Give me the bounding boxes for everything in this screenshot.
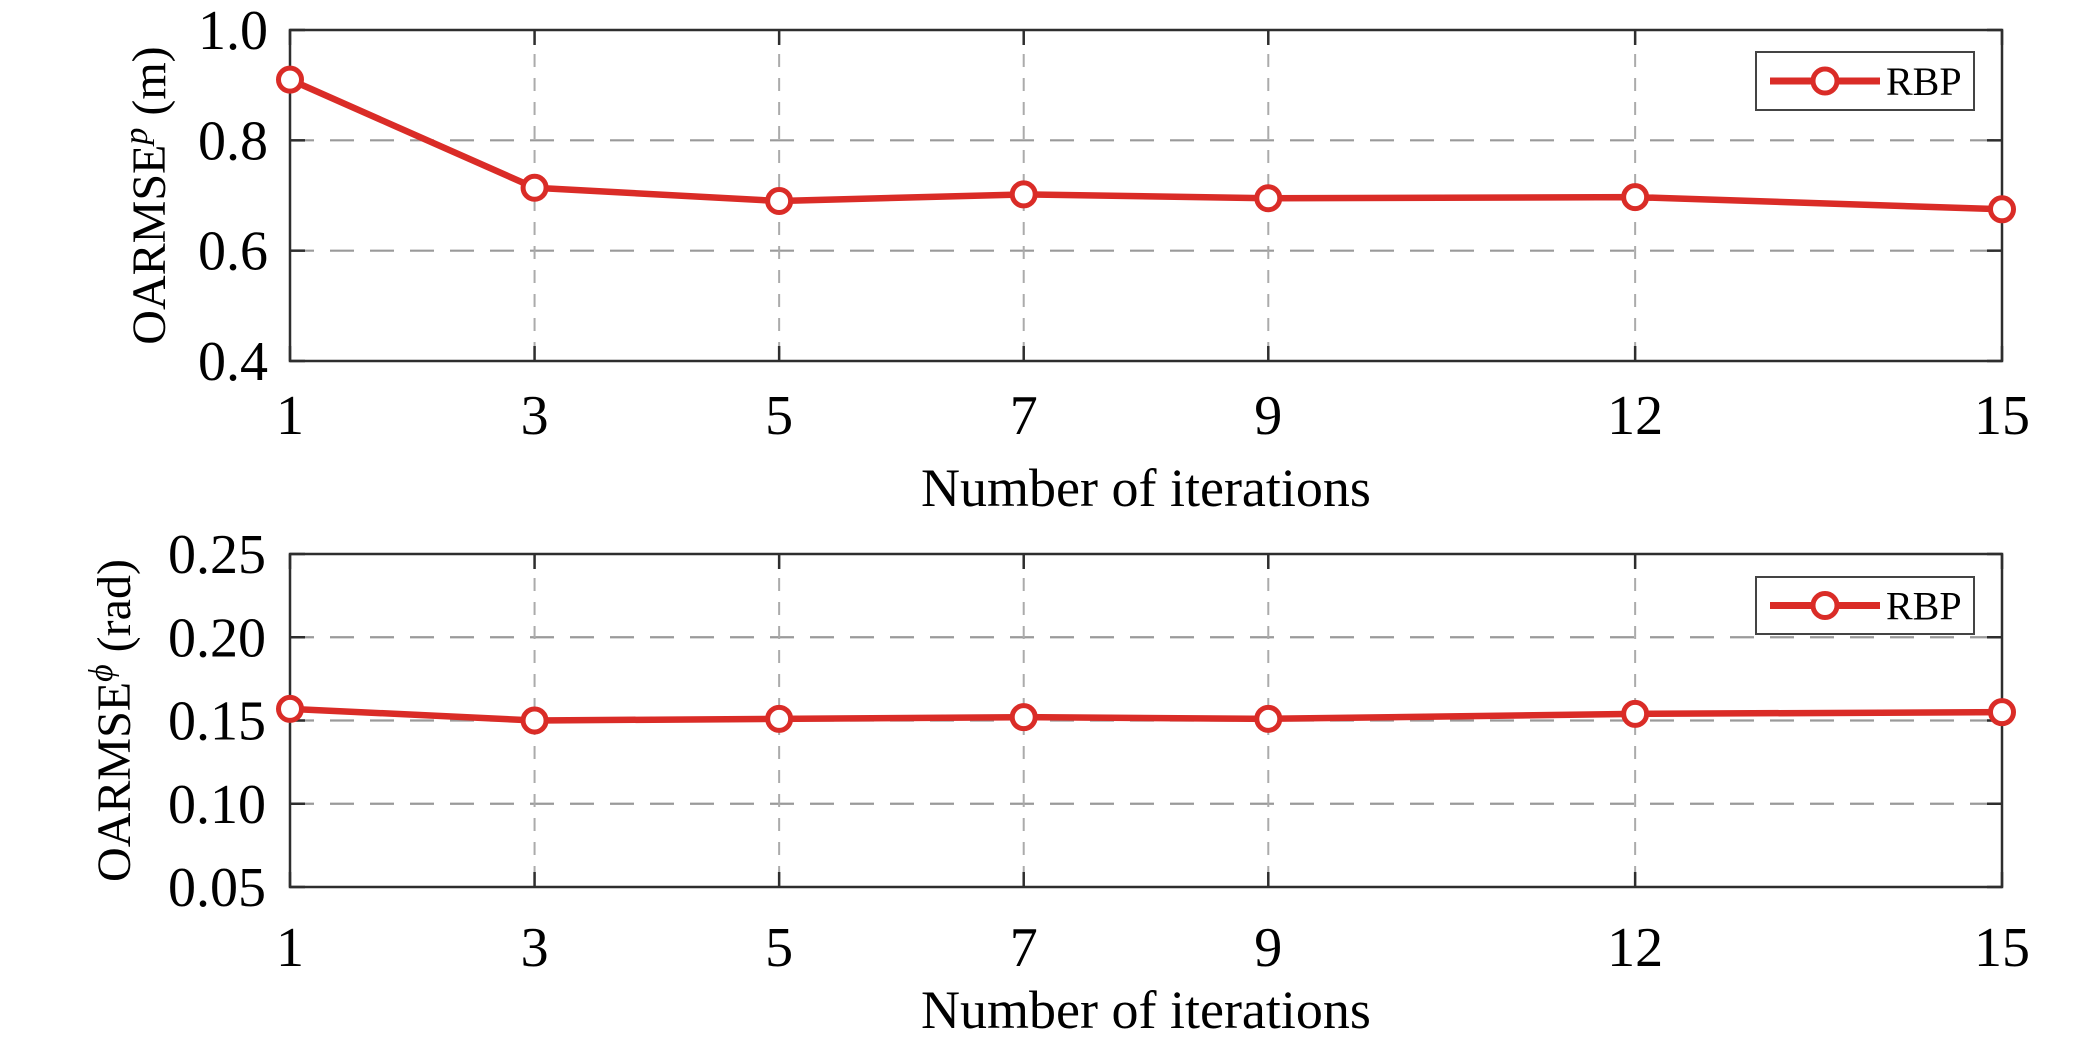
x-tick-label: 7 [1010,917,1038,979]
data-point-marker [520,706,549,735]
data-point-marker [765,704,794,733]
legend-label: RBP [1886,59,1962,104]
y-tick-label: 0.15 [168,691,266,753]
data-point-marker [1009,703,1038,732]
y-tick-label: 0.6 [198,221,268,283]
x-tick-label: 5 [765,385,793,447]
y-tick-label: 0.10 [168,774,266,836]
data-point-marker [1621,699,1650,728]
x-tick-label: 15 [1974,917,2030,979]
data-point-marker [1988,698,2016,727]
chart-oarmse-rotation: 0.25 0.20 0.15 0.10 0.051 3 5 7 9 12 15 Number of i… [83,524,2030,1040]
y-tick-label: 0.25 [168,524,266,586]
data-point-marker [1988,195,2016,224]
chart-oarmse-position: 1.0 0.8 0.6 0.41 3 5 7 9 12 15 Number of iteration… [118,0,2030,518]
y-tick-label: 0.8 [198,110,268,172]
y-tick-label: 0.4 [198,331,268,393]
y-axis-title: OARMSEp (m) [118,46,176,344]
x-tick-label: 12 [1607,917,1663,979]
legend-marker [1810,66,1840,96]
data-point-marker [1254,704,1283,733]
x-axis-title: Number of iterations [921,980,1371,1040]
legend-label: RBP [1886,584,1962,629]
legend-marker [1810,591,1840,620]
data-point-marker [276,694,304,723]
data-point-marker [1009,180,1038,209]
x-tick-label: 7 [1010,385,1038,447]
x-axis-title: Number of iterations [921,458,1371,518]
x-tick-label: 1 [276,917,304,979]
x-tick-label: 12 [1607,385,1663,447]
data-point-marker [1254,184,1283,213]
data-point-marker [276,65,304,94]
data-point-marker [765,187,794,216]
y-tick-label: 0.05 [168,857,266,919]
y-axis-title: OARMSEϕ (rad) [83,559,141,882]
x-tick-label: 3 [521,385,549,447]
y-tick-label: 0.20 [168,607,266,669]
x-tick-label: 9 [1254,917,1282,979]
x-tick-label: 15 [1974,385,2030,447]
data-point-marker [1621,183,1650,212]
x-tick-label: 3 [521,917,549,979]
data-point-marker [520,173,549,202]
x-tick-label: 9 [1254,385,1282,447]
x-tick-label: 5 [765,917,793,979]
x-tick-label: 1 [276,385,304,447]
y-tick-label: 1.0 [198,0,268,62]
